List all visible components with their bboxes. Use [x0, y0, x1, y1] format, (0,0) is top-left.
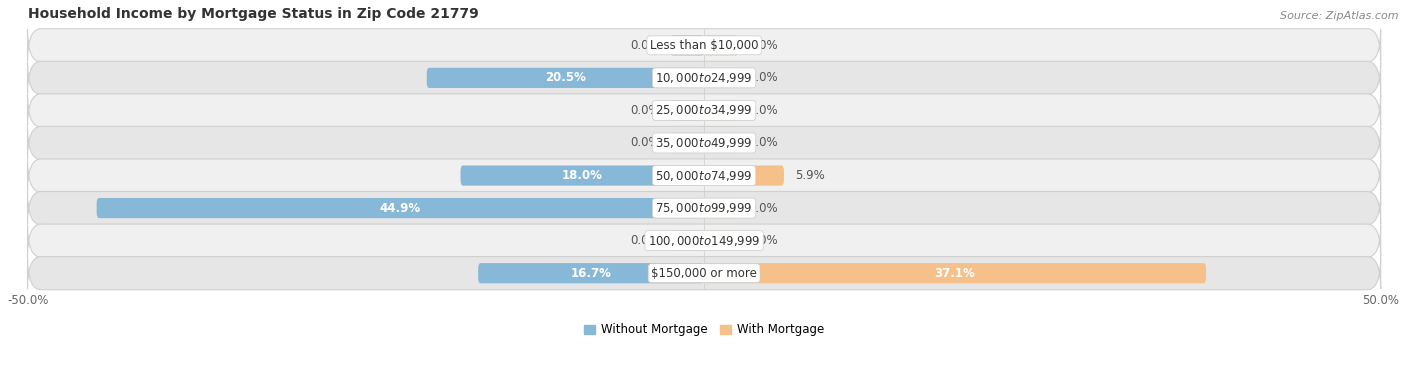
Text: 0.0%: 0.0%: [749, 39, 779, 52]
Text: 37.1%: 37.1%: [935, 267, 976, 280]
FancyBboxPatch shape: [704, 133, 738, 153]
Text: 18.0%: 18.0%: [562, 169, 603, 182]
FancyBboxPatch shape: [704, 100, 738, 121]
Text: 16.7%: 16.7%: [571, 267, 612, 280]
FancyBboxPatch shape: [704, 198, 738, 218]
Text: $50,000 to $74,999: $50,000 to $74,999: [655, 169, 752, 182]
Text: $25,000 to $34,999: $25,000 to $34,999: [655, 103, 752, 118]
FancyBboxPatch shape: [28, 224, 1381, 257]
FancyBboxPatch shape: [28, 29, 1381, 62]
Legend: Without Mortgage, With Mortgage: Without Mortgage, With Mortgage: [579, 319, 830, 341]
Text: 0.0%: 0.0%: [749, 234, 779, 247]
FancyBboxPatch shape: [28, 159, 1381, 192]
FancyBboxPatch shape: [427, 68, 704, 88]
Text: 5.9%: 5.9%: [794, 169, 824, 182]
FancyBboxPatch shape: [704, 68, 738, 88]
Text: 0.0%: 0.0%: [749, 104, 779, 117]
Text: 20.5%: 20.5%: [546, 71, 586, 84]
Text: 44.9%: 44.9%: [380, 202, 420, 215]
FancyBboxPatch shape: [704, 263, 1206, 283]
FancyBboxPatch shape: [28, 61, 1381, 95]
Text: $100,000 to $149,999: $100,000 to $149,999: [648, 234, 761, 248]
FancyBboxPatch shape: [671, 231, 704, 251]
Text: 0.0%: 0.0%: [630, 104, 659, 117]
FancyBboxPatch shape: [28, 94, 1381, 127]
Text: Household Income by Mortgage Status in Zip Code 21779: Household Income by Mortgage Status in Z…: [28, 7, 478, 21]
Text: 0.0%: 0.0%: [630, 136, 659, 150]
Text: 0.0%: 0.0%: [630, 234, 659, 247]
FancyBboxPatch shape: [461, 166, 704, 185]
FancyBboxPatch shape: [704, 231, 738, 251]
FancyBboxPatch shape: [704, 35, 738, 55]
FancyBboxPatch shape: [671, 133, 704, 153]
Text: 0.0%: 0.0%: [630, 39, 659, 52]
Text: 0.0%: 0.0%: [749, 71, 779, 84]
Text: Less than $10,000: Less than $10,000: [650, 39, 758, 52]
FancyBboxPatch shape: [478, 263, 704, 283]
FancyBboxPatch shape: [671, 100, 704, 121]
Text: Source: ZipAtlas.com: Source: ZipAtlas.com: [1281, 11, 1399, 21]
FancyBboxPatch shape: [671, 35, 704, 55]
Text: 0.0%: 0.0%: [749, 202, 779, 215]
Text: 0.0%: 0.0%: [749, 136, 779, 150]
FancyBboxPatch shape: [704, 166, 785, 185]
Text: $150,000 or more: $150,000 or more: [651, 267, 756, 280]
FancyBboxPatch shape: [28, 192, 1381, 225]
FancyBboxPatch shape: [28, 257, 1381, 290]
Text: $35,000 to $49,999: $35,000 to $49,999: [655, 136, 752, 150]
FancyBboxPatch shape: [28, 126, 1381, 159]
Text: $75,000 to $99,999: $75,000 to $99,999: [655, 201, 752, 215]
Text: $10,000 to $24,999: $10,000 to $24,999: [655, 71, 752, 85]
FancyBboxPatch shape: [97, 198, 704, 218]
